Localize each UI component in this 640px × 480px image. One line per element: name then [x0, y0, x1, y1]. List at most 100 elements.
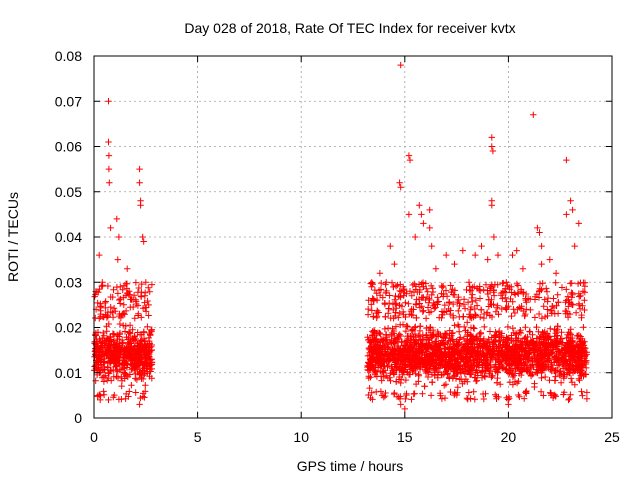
- data-point: [457, 369, 465, 376]
- data-point: [509, 325, 516, 332]
- data-point: [122, 358, 129, 365]
- data-point: [478, 306, 485, 313]
- data-point: [425, 326, 433, 334]
- data-point: [374, 307, 381, 315]
- data-point: [124, 265, 131, 272]
- data-point: [145, 344, 152, 351]
- data-point: [390, 338, 397, 346]
- data-point: [538, 355, 545, 362]
- data-point: [408, 326, 415, 334]
- data-point: [118, 377, 126, 384]
- data-point: [535, 310, 543, 318]
- data-point: [146, 351, 153, 358]
- data-point: [385, 305, 393, 312]
- data-point: [131, 315, 138, 322]
- data-point: [383, 279, 390, 286]
- data-point: [566, 369, 573, 377]
- data-point: [538, 242, 545, 250]
- data-point: [113, 373, 120, 380]
- data-point: [397, 61, 404, 69]
- data-point: [375, 359, 383, 367]
- data-point: [426, 224, 433, 232]
- data-point: [567, 337, 574, 344]
- data-point: [575, 343, 582, 350]
- data-point: [377, 342, 384, 350]
- data-point: [457, 334, 464, 341]
- data-point: [145, 284, 152, 291]
- data-point: [431, 301, 439, 308]
- data-point: [382, 389, 389, 397]
- data-point: [526, 328, 533, 335]
- data-point: [442, 331, 449, 338]
- data-point: [477, 329, 484, 336]
- data-point: [122, 307, 130, 315]
- data-point: [117, 314, 125, 322]
- data-point: [464, 396, 471, 403]
- data-point: [479, 364, 486, 371]
- data-point: [517, 327, 524, 334]
- data-point: [432, 265, 440, 272]
- data-point: [538, 369, 545, 376]
- data-point: [384, 344, 391, 351]
- data-point: [409, 326, 417, 333]
- data-point: [428, 344, 435, 351]
- data-point: [366, 384, 373, 392]
- data-point: [110, 286, 117, 293]
- data-point: [380, 358, 387, 365]
- data-point: [488, 202, 495, 209]
- data-point: [477, 356, 485, 363]
- data-point: [451, 287, 459, 294]
- data-point: [508, 352, 515, 359]
- data-point: [546, 256, 553, 263]
- data-point: [438, 282, 445, 290]
- data-point: [115, 396, 123, 403]
- data-point: [105, 98, 112, 105]
- data-point: [492, 356, 499, 363]
- data-point: [494, 251, 502, 259]
- data-point: [113, 338, 121, 346]
- data-point: [392, 300, 400, 307]
- data-point: [503, 279, 510, 286]
- data-point: [428, 291, 435, 299]
- data-point: [394, 352, 402, 359]
- data-point: [413, 296, 420, 303]
- data-point: [126, 388, 133, 395]
- data-point: [415, 371, 422, 378]
- data-point: [103, 311, 111, 319]
- data-point: [390, 390, 398, 398]
- data-point: [144, 297, 151, 305]
- data-point: [473, 367, 480, 374]
- data-point: [400, 308, 407, 316]
- data-point: [451, 372, 458, 379]
- data-point: [515, 391, 522, 399]
- data-point: [552, 373, 559, 380]
- data-point: [403, 322, 410, 330]
- data-point: [408, 333, 416, 340]
- data-point: [503, 360, 510, 367]
- data-point: [535, 363, 543, 370]
- data-point: [94, 359, 101, 366]
- data-point: [420, 307, 427, 314]
- data-point: [557, 379, 565, 386]
- data-point: [135, 360, 143, 368]
- data-point: [441, 301, 448, 309]
- data-point: [105, 396, 112, 404]
- data-point: [127, 304, 134, 311]
- data-point: [134, 289, 142, 296]
- data-point: [522, 347, 529, 354]
- data-point: [138, 349, 146, 356]
- data-point: [425, 352, 432, 360]
- data-point: [551, 391, 558, 398]
- data-point: [109, 293, 116, 301]
- data-point: [97, 303, 105, 310]
- data-point: [405, 211, 413, 218]
- data-point: [565, 396, 572, 404]
- data-point: [425, 309, 433, 316]
- data-point: [499, 280, 506, 287]
- data-point: [420, 283, 427, 290]
- data-point: [582, 360, 590, 368]
- data-point: [382, 289, 390, 297]
- data-point: [574, 344, 581, 351]
- data-point: [554, 291, 561, 298]
- data-point: [110, 305, 118, 312]
